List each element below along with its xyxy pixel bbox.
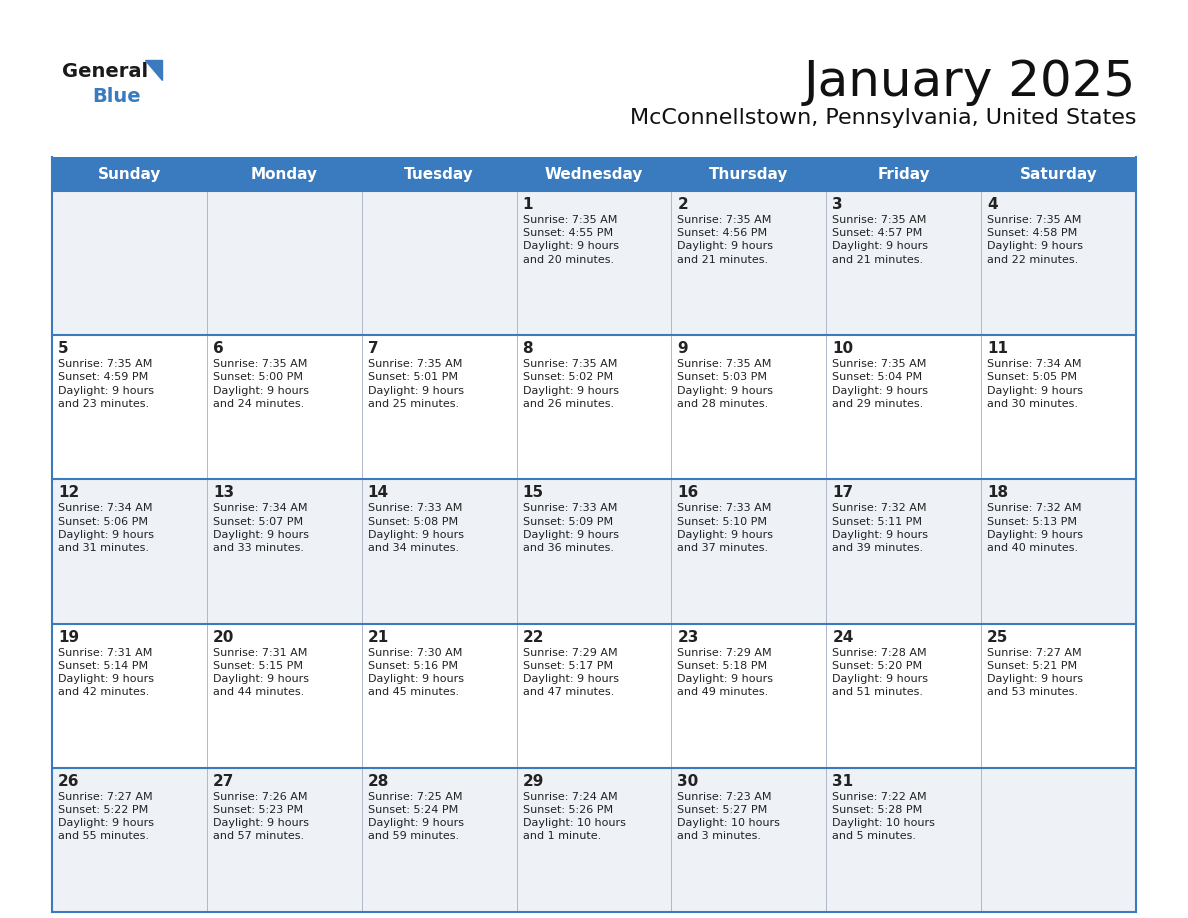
Text: 13: 13 (213, 486, 234, 500)
Text: Sunrise: 7:22 AM
Sunset: 5:28 PM
Daylight: 10 hours
and 5 minutes.: Sunrise: 7:22 AM Sunset: 5:28 PM Dayligh… (833, 792, 935, 842)
Text: Sunrise: 7:35 AM
Sunset: 4:55 PM
Daylight: 9 hours
and 20 minutes.: Sunrise: 7:35 AM Sunset: 4:55 PM Dayligh… (523, 215, 619, 264)
Bar (52, 767, 1136, 912)
Text: 11: 11 (987, 341, 1009, 356)
Text: 17: 17 (833, 486, 853, 500)
Text: 19: 19 (58, 630, 80, 644)
Text: Sunrise: 7:35 AM
Sunset: 5:01 PM
Daylight: 9 hours
and 25 minutes.: Sunrise: 7:35 AM Sunset: 5:01 PM Dayligh… (368, 359, 463, 409)
Text: 23: 23 (677, 630, 699, 644)
Text: 27: 27 (213, 774, 234, 789)
Text: Sunrise: 7:28 AM
Sunset: 5:20 PM
Daylight: 9 hours
and 51 minutes.: Sunrise: 7:28 AM Sunset: 5:20 PM Dayligh… (833, 647, 928, 697)
Text: Sunrise: 7:27 AM
Sunset: 5:21 PM
Daylight: 9 hours
and 53 minutes.: Sunrise: 7:27 AM Sunset: 5:21 PM Dayligh… (987, 647, 1083, 697)
Text: 22: 22 (523, 630, 544, 644)
Text: 28: 28 (368, 774, 390, 789)
Text: 2: 2 (677, 197, 688, 212)
Text: Monday: Monday (251, 166, 317, 182)
Text: Sunrise: 7:32 AM
Sunset: 5:13 PM
Daylight: 9 hours
and 40 minutes.: Sunrise: 7:32 AM Sunset: 5:13 PM Dayligh… (987, 503, 1083, 553)
Text: 24: 24 (833, 630, 854, 644)
Text: Sunrise: 7:25 AM
Sunset: 5:24 PM
Daylight: 9 hours
and 59 minutes.: Sunrise: 7:25 AM Sunset: 5:24 PM Dayligh… (368, 792, 463, 842)
Text: Sunday: Sunday (97, 166, 162, 182)
Text: 9: 9 (677, 341, 688, 356)
Text: 29: 29 (523, 774, 544, 789)
Text: 3: 3 (833, 197, 843, 212)
Text: Sunrise: 7:29 AM
Sunset: 5:17 PM
Daylight: 9 hours
and 47 minutes.: Sunrise: 7:29 AM Sunset: 5:17 PM Dayligh… (523, 647, 619, 697)
Text: Sunrise: 7:35 AM
Sunset: 4:59 PM
Daylight: 9 hours
and 23 minutes.: Sunrise: 7:35 AM Sunset: 4:59 PM Dayligh… (58, 359, 154, 409)
Text: Wednesday: Wednesday (545, 166, 643, 182)
Text: 21: 21 (368, 630, 388, 644)
Text: 7: 7 (368, 341, 378, 356)
Text: 1: 1 (523, 197, 533, 212)
Text: Blue: Blue (91, 87, 140, 106)
Text: Friday: Friday (878, 166, 930, 182)
Text: 6: 6 (213, 341, 223, 356)
Text: Sunrise: 7:30 AM
Sunset: 5:16 PM
Daylight: 9 hours
and 45 minutes.: Sunrise: 7:30 AM Sunset: 5:16 PM Dayligh… (368, 647, 463, 697)
Text: Sunrise: 7:34 AM
Sunset: 5:05 PM
Daylight: 9 hours
and 30 minutes.: Sunrise: 7:34 AM Sunset: 5:05 PM Dayligh… (987, 359, 1083, 409)
Text: 31: 31 (833, 774, 853, 789)
Text: Sunrise: 7:33 AM
Sunset: 5:08 PM
Daylight: 9 hours
and 34 minutes.: Sunrise: 7:33 AM Sunset: 5:08 PM Dayligh… (368, 503, 463, 553)
Text: 5: 5 (58, 341, 69, 356)
Bar (52, 191, 1136, 335)
Bar (52, 335, 1136, 479)
Text: Sunrise: 7:35 AM
Sunset: 5:04 PM
Daylight: 9 hours
and 29 minutes.: Sunrise: 7:35 AM Sunset: 5:04 PM Dayligh… (833, 359, 928, 409)
Text: Sunrise: 7:35 AM
Sunset: 5:00 PM
Daylight: 9 hours
and 24 minutes.: Sunrise: 7:35 AM Sunset: 5:00 PM Dayligh… (213, 359, 309, 409)
Text: 12: 12 (58, 486, 80, 500)
Text: 8: 8 (523, 341, 533, 356)
Text: January 2025: January 2025 (804, 58, 1136, 106)
Bar (52, 157, 1136, 191)
Text: Sunrise: 7:35 AM
Sunset: 4:57 PM
Daylight: 9 hours
and 21 minutes.: Sunrise: 7:35 AM Sunset: 4:57 PM Dayligh… (833, 215, 928, 264)
Text: Sunrise: 7:35 AM
Sunset: 5:02 PM
Daylight: 9 hours
and 26 minutes.: Sunrise: 7:35 AM Sunset: 5:02 PM Dayligh… (523, 359, 619, 409)
Text: McConnellstown, Pennsylvania, United States: McConnellstown, Pennsylvania, United Sta… (630, 108, 1136, 128)
Text: Sunrise: 7:33 AM
Sunset: 5:10 PM
Daylight: 9 hours
and 37 minutes.: Sunrise: 7:33 AM Sunset: 5:10 PM Dayligh… (677, 503, 773, 553)
Text: 4: 4 (987, 197, 998, 212)
Text: Sunrise: 7:29 AM
Sunset: 5:18 PM
Daylight: 9 hours
and 49 minutes.: Sunrise: 7:29 AM Sunset: 5:18 PM Dayligh… (677, 647, 773, 697)
Text: 18: 18 (987, 486, 1009, 500)
Bar (52, 623, 1136, 767)
Text: Sunrise: 7:34 AM
Sunset: 5:06 PM
Daylight: 9 hours
and 31 minutes.: Sunrise: 7:34 AM Sunset: 5:06 PM Dayligh… (58, 503, 154, 553)
Text: Sunrise: 7:35 AM
Sunset: 5:03 PM
Daylight: 9 hours
and 28 minutes.: Sunrise: 7:35 AM Sunset: 5:03 PM Dayligh… (677, 359, 773, 409)
Text: 30: 30 (677, 774, 699, 789)
Text: Sunrise: 7:33 AM
Sunset: 5:09 PM
Daylight: 9 hours
and 36 minutes.: Sunrise: 7:33 AM Sunset: 5:09 PM Dayligh… (523, 503, 619, 553)
Text: Sunrise: 7:32 AM
Sunset: 5:11 PM
Daylight: 9 hours
and 39 minutes.: Sunrise: 7:32 AM Sunset: 5:11 PM Dayligh… (833, 503, 928, 553)
Polygon shape (145, 60, 162, 80)
Text: Saturday: Saturday (1019, 166, 1098, 182)
Bar (52, 479, 1136, 623)
Text: Sunrise: 7:23 AM
Sunset: 5:27 PM
Daylight: 10 hours
and 3 minutes.: Sunrise: 7:23 AM Sunset: 5:27 PM Dayligh… (677, 792, 781, 842)
Text: 16: 16 (677, 486, 699, 500)
Text: Sunrise: 7:26 AM
Sunset: 5:23 PM
Daylight: 9 hours
and 57 minutes.: Sunrise: 7:26 AM Sunset: 5:23 PM Dayligh… (213, 792, 309, 842)
Text: 20: 20 (213, 630, 234, 644)
Text: Thursday: Thursday (709, 166, 789, 182)
Text: 26: 26 (58, 774, 80, 789)
Text: 14: 14 (368, 486, 388, 500)
Text: 15: 15 (523, 486, 544, 500)
Text: 25: 25 (987, 630, 1009, 644)
Text: Sunrise: 7:35 AM
Sunset: 4:56 PM
Daylight: 9 hours
and 21 minutes.: Sunrise: 7:35 AM Sunset: 4:56 PM Dayligh… (677, 215, 773, 264)
Text: Sunrise: 7:31 AM
Sunset: 5:14 PM
Daylight: 9 hours
and 42 minutes.: Sunrise: 7:31 AM Sunset: 5:14 PM Dayligh… (58, 647, 154, 697)
Text: Sunrise: 7:35 AM
Sunset: 4:58 PM
Daylight: 9 hours
and 22 minutes.: Sunrise: 7:35 AM Sunset: 4:58 PM Dayligh… (987, 215, 1083, 264)
Text: Sunrise: 7:34 AM
Sunset: 5:07 PM
Daylight: 9 hours
and 33 minutes.: Sunrise: 7:34 AM Sunset: 5:07 PM Dayligh… (213, 503, 309, 553)
Text: Sunrise: 7:31 AM
Sunset: 5:15 PM
Daylight: 9 hours
and 44 minutes.: Sunrise: 7:31 AM Sunset: 5:15 PM Dayligh… (213, 647, 309, 697)
Text: General: General (62, 62, 148, 81)
Text: Sunrise: 7:27 AM
Sunset: 5:22 PM
Daylight: 9 hours
and 55 minutes.: Sunrise: 7:27 AM Sunset: 5:22 PM Dayligh… (58, 792, 154, 842)
Text: 10: 10 (833, 341, 853, 356)
Text: Sunrise: 7:24 AM
Sunset: 5:26 PM
Daylight: 10 hours
and 1 minute.: Sunrise: 7:24 AM Sunset: 5:26 PM Dayligh… (523, 792, 625, 842)
Text: Tuesday: Tuesday (404, 166, 474, 182)
